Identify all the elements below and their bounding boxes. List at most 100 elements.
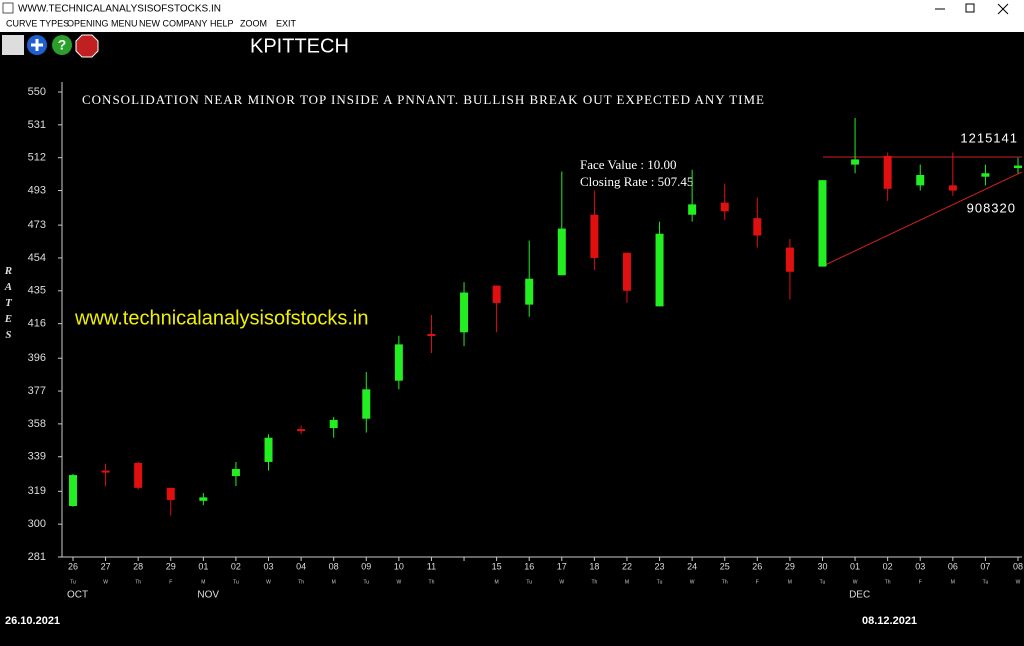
x-tick-label: 15: [492, 561, 502, 571]
y-tick-label: 493: [28, 184, 46, 196]
y-tick-label: 454: [28, 252, 46, 264]
menu-item[interactable]: NEW COMPANY: [139, 18, 207, 28]
weekday-label: Th: [135, 579, 141, 585]
weekday-label: Th: [722, 579, 728, 585]
x-tick-label: 29: [785, 561, 795, 571]
x-tick-label: 10: [394, 561, 404, 571]
y-tick-label: 339: [28, 451, 46, 463]
info-text: Closing Rate : 507.45: [580, 174, 693, 189]
month-label: NOV: [197, 590, 219, 601]
menu-item[interactable]: OPENING MENU: [67, 18, 138, 28]
y-tick-label: 319: [28, 485, 46, 497]
book-icon[interactable]: [2, 35, 24, 55]
x-tick-label: 16: [524, 561, 534, 571]
weekday-label: Tu: [363, 579, 369, 585]
weekday-label: W: [266, 579, 271, 585]
menu-item[interactable]: EXIT: [276, 18, 297, 28]
x-tick-label: 30: [817, 561, 827, 571]
stop-icon[interactable]: [75, 34, 99, 58]
month-label: OCT: [67, 590, 88, 601]
weekday-label: Tu: [657, 579, 663, 585]
candle-body: [557, 228, 566, 276]
weekday-label: Tu: [233, 579, 239, 585]
y-tick-label: 377: [28, 385, 46, 397]
weekday-label: Tu: [526, 579, 532, 585]
y-tick-label: 416: [28, 318, 46, 330]
x-tick-label: 22: [622, 561, 632, 571]
x-tick-label: 27: [101, 561, 111, 571]
weekday-label: F: [919, 579, 922, 585]
x-tick-label: 08: [1013, 561, 1023, 571]
menu-item[interactable]: HELP: [210, 18, 234, 28]
x-tick-label: 23: [655, 561, 665, 571]
x-tick-label: 08: [329, 561, 339, 571]
weekday-label: Tu: [70, 579, 76, 585]
candle-body: [720, 202, 729, 212]
weekday-label: W: [1016, 579, 1021, 585]
y-tick-label: 435: [28, 285, 46, 297]
candle-body: [818, 180, 827, 267]
candle-body: [362, 389, 371, 419]
help-icon-mark: ?: [58, 37, 67, 53]
candle-body: [688, 204, 697, 215]
candle-body: [492, 285, 501, 303]
candle-body: [883, 155, 892, 189]
candle-body: [394, 344, 403, 381]
candle-body: [1014, 165, 1022, 169]
x-tick-label: 18: [589, 561, 599, 571]
x-tick-label: 11: [427, 561, 436, 571]
y-tick-label: 550: [28, 86, 46, 98]
title-bar: [0, 0, 1024, 16]
y-tick-label: 300: [28, 518, 46, 530]
weekday-label: W: [853, 579, 858, 585]
restore[interactable]: [965, 3, 975, 13]
candle-body: [948, 185, 957, 191]
x-tick-label: 03: [264, 561, 274, 571]
weekday-label: M: [625, 579, 629, 585]
trend-label: 1215141: [960, 130, 1018, 145]
candle-body: [525, 278, 534, 305]
trend-label: 908320: [967, 200, 1016, 215]
candle-body: [590, 214, 599, 258]
month-label: DEC: [849, 590, 870, 601]
x-tick-label: 07: [980, 561, 990, 571]
close[interactable]: [997, 3, 1009, 15]
weekday-label: Tu: [820, 579, 826, 585]
x-tick-label: 29: [166, 561, 176, 571]
weekday-label: M: [788, 579, 792, 585]
candle-body: [851, 159, 860, 165]
info-text: Face Value : 10.00: [580, 157, 677, 172]
weekday-label: M: [201, 579, 205, 585]
y-tick-label: 358: [28, 418, 46, 430]
help-icon[interactable]: [52, 35, 72, 55]
candle-body: [264, 437, 273, 462]
start-date: 26.10.2021: [5, 615, 60, 627]
candle-body: [101, 470, 110, 473]
menu-item[interactable]: ZOOM: [240, 18, 267, 28]
candle-body: [753, 218, 762, 236]
y-tick-label: 531: [28, 119, 46, 131]
candle-body: [785, 247, 794, 272]
weekday-label: Tu: [983, 579, 989, 585]
menu-item[interactable]: CURVE TYPES: [6, 18, 69, 28]
candle-body: [427, 334, 436, 337]
x-tick-label: 03: [915, 561, 925, 571]
weekday-label: F: [169, 579, 172, 585]
weekday-label: W: [690, 579, 695, 585]
y-tick-label: 396: [28, 352, 46, 364]
x-tick-label: 01: [198, 561, 208, 571]
weekday-label: W: [559, 579, 564, 585]
window-title: WWW.TECHNICALANALYSISOFSTOCKS.IN: [18, 4, 221, 15]
x-tick-label: 09: [361, 561, 371, 571]
x-tick-label: 02: [883, 561, 893, 571]
weekday-label: Th: [591, 579, 597, 585]
menu-bar: [0, 16, 1024, 32]
candle-body: [69, 475, 77, 507]
x-tick-label: 26: [68, 561, 78, 571]
x-tick-label: 06: [948, 561, 958, 571]
trend-line-bottom: [822, 171, 1023, 267]
